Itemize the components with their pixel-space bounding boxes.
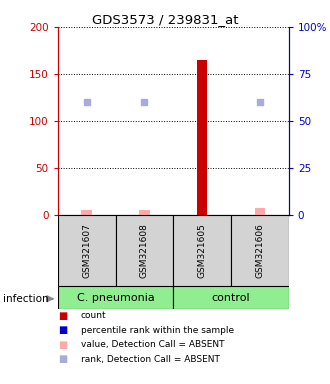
Text: ■: ■ (58, 340, 67, 350)
Bar (58, 215, 115, 286)
Text: infection: infection (3, 294, 49, 304)
Text: percentile rank within the sample: percentile rank within the sample (81, 326, 234, 335)
Text: GDS3573 / 239831_at: GDS3573 / 239831_at (92, 13, 238, 26)
Text: count: count (81, 311, 107, 320)
Text: ■: ■ (58, 311, 67, 321)
Bar (115, 215, 173, 286)
Bar (139, 210, 149, 215)
Bar (197, 60, 207, 215)
Bar (173, 286, 289, 309)
Bar (173, 215, 231, 286)
Bar (82, 210, 92, 215)
Bar (231, 215, 289, 286)
Text: GSM321607: GSM321607 (82, 223, 91, 278)
Bar (255, 207, 265, 215)
Text: GSM321605: GSM321605 (198, 223, 207, 278)
Bar (58, 286, 173, 309)
Text: GSM321608: GSM321608 (140, 223, 149, 278)
Text: GSM321606: GSM321606 (255, 223, 264, 278)
Text: C. pneumonia: C. pneumonia (77, 293, 154, 303)
Text: ■: ■ (58, 325, 67, 335)
Text: ■: ■ (58, 354, 67, 364)
Text: value, Detection Call = ABSENT: value, Detection Call = ABSENT (81, 340, 224, 349)
Text: control: control (212, 293, 250, 303)
Text: rank, Detection Call = ABSENT: rank, Detection Call = ABSENT (81, 355, 220, 364)
